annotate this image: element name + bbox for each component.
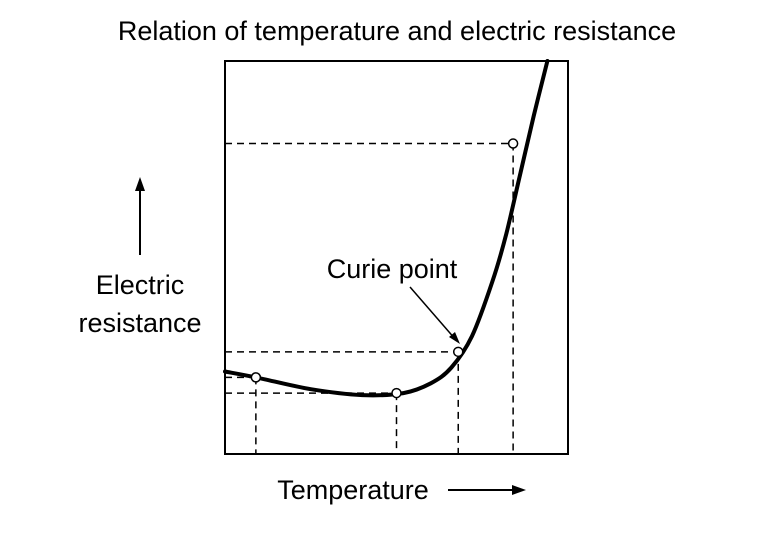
x-arrow-head-icon (512, 485, 526, 495)
chart-title: Relation of temperature and electric res… (118, 16, 676, 46)
annotation-arrow-head (449, 332, 460, 344)
resistance-curve (223, 59, 550, 398)
marked-points (250, 138, 519, 399)
curie-point-label: Curie point (327, 254, 458, 284)
data-point-1 (250, 372, 262, 383)
data-point-4 (507, 138, 519, 149)
y-axis-label-line2: resistance (78, 308, 201, 338)
guide-lines (225, 142, 514, 454)
x-axis-label: Temperature (277, 475, 429, 505)
annotation-arrow-line (409, 286, 457, 341)
data-point-2 (391, 387, 402, 399)
y-axis-label-line1: Electric (96, 270, 185, 300)
y-arrow-head-icon (135, 177, 145, 191)
data-point-3 (452, 346, 464, 358)
